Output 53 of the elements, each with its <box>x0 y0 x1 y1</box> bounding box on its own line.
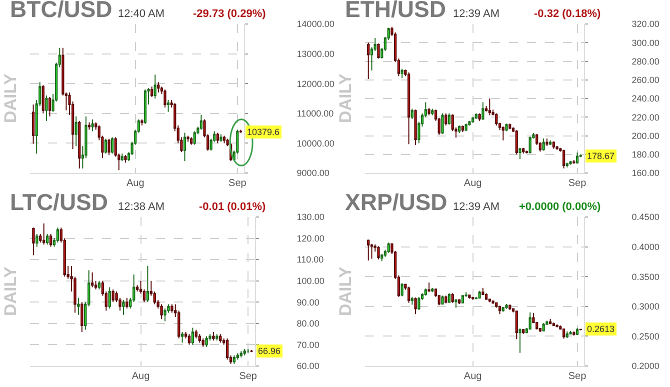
y-tick-label: 60.00 <box>296 361 320 372</box>
y-tick-label: 280.00 <box>632 56 660 66</box>
y-tick-label: 110.00 <box>296 254 324 265</box>
y-tick-label: 100.00 <box>296 276 324 286</box>
y-tick-label: 12000.00 <box>296 78 334 89</box>
text: +0.0000 (0.00%) <box>519 201 601 213</box>
text: 12:38 AM <box>118 201 164 213</box>
y-tick-label: 11000.00 <box>296 108 334 119</box>
y-tick-label: 130.00 <box>296 212 324 222</box>
x-tick-label: Sep <box>239 371 258 382</box>
annotation: 0.2613 <box>587 324 615 334</box>
y-tick-label: 14000.00 <box>296 19 334 30</box>
x-tick-label: Aug <box>132 371 150 382</box>
y-tick-label: 160.00 <box>632 168 660 178</box>
chart-title: XRP/USD <box>345 189 448 216</box>
y-tick-label: 260.00 <box>632 75 660 86</box>
x-tick-label: Sep <box>568 371 587 382</box>
y-tick-label: 300.00 <box>632 38 660 48</box>
y-tick-label: 0.3500 <box>632 272 660 282</box>
y-tick-label: 80.00 <box>296 318 320 329</box>
annotation: 66.96 <box>258 346 281 356</box>
y-tick-label: 220.00 <box>632 112 660 122</box>
y-tick-label: 180.00 <box>632 150 660 160</box>
y-tick-label: 0.2000 <box>632 361 660 372</box>
y-tick-label: 13000.00 <box>296 48 334 59</box>
x-tick-label: Aug <box>126 178 144 189</box>
y-tick-label: 70.00 <box>296 340 320 350</box>
x-tick-label: Sep <box>568 178 587 189</box>
y-tick-label: 240.00 <box>632 94 660 104</box>
y-tick-label: 10000.00 <box>296 138 334 148</box>
y-tick-label: 200.00 <box>632 130 660 141</box>
text: 12:40 AM <box>118 8 164 20</box>
text: -0.01 (0.01%) <box>199 201 266 213</box>
annotation: 178.67 <box>587 151 615 161</box>
y-tick-label: 9000.00 <box>296 168 330 178</box>
y-tick-label: 90.00 <box>296 297 320 308</box>
y-tick-label: 0.2500 <box>632 331 660 342</box>
annotation: 10379.6 <box>247 127 280 137</box>
y-tick-label: 0.4000 <box>632 242 660 252</box>
x-tick-label: Aug <box>464 178 482 189</box>
text: 12:39 AM <box>453 201 500 213</box>
text: -0.32 (0.18%) <box>534 8 601 20</box>
x-tick-label: Aug <box>464 371 482 382</box>
x-tick-label: Sep <box>228 178 247 189</box>
chart-title: LTC/USD <box>10 189 108 216</box>
chart-title: ETH/USD <box>345 0 446 22</box>
y-tick-label: 320.00 <box>632 19 660 30</box>
y-tick-label: 120.00 <box>296 233 324 244</box>
y-tick-label: 0.4500 <box>632 212 660 222</box>
text: 12:39 AM <box>453 8 500 20</box>
text: -29.73 (0.29%) <box>193 8 266 20</box>
y-tick-label: 0.3000 <box>632 302 660 312</box>
chart-title: BTC/USD <box>10 0 112 22</box>
